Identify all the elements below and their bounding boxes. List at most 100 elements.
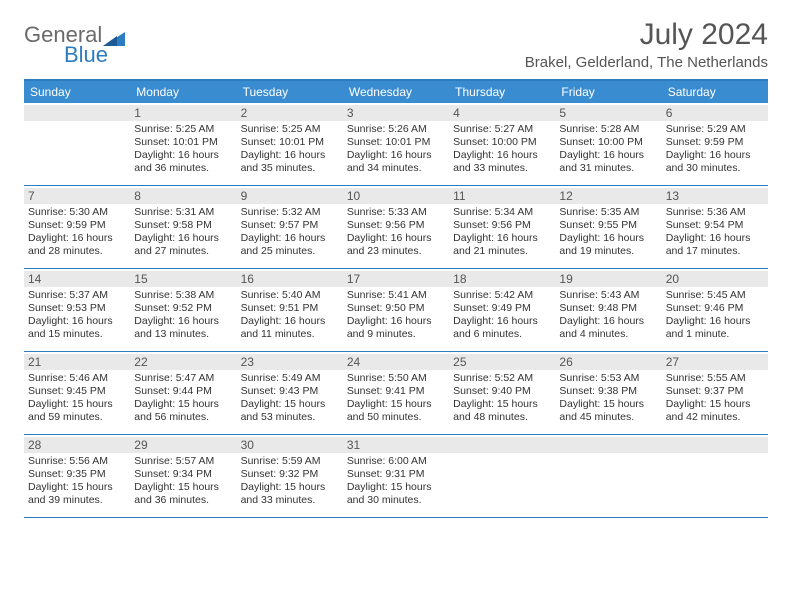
- daylight-line: Daylight: 16 hours and 1 minute.: [666, 315, 764, 341]
- sunset-line: Sunset: 9:34 PM: [134, 468, 232, 481]
- daylight-line: Daylight: 16 hours and 15 minutes.: [28, 315, 126, 341]
- day-cell: 9Sunrise: 5:32 AMSunset: 9:57 PMDaylight…: [237, 186, 343, 268]
- day-number: 26: [555, 354, 661, 370]
- day-cell: 7Sunrise: 5:30 AMSunset: 9:59 PMDaylight…: [24, 186, 130, 268]
- daylight-line: Daylight: 16 hours and 19 minutes.: [559, 232, 657, 258]
- sunrise-line: Sunrise: 5:30 AM: [28, 206, 126, 219]
- day-cell: 23Sunrise: 5:49 AMSunset: 9:43 PMDayligh…: [237, 352, 343, 434]
- day-number: [449, 437, 555, 453]
- day-cell: 3Sunrise: 5:26 AMSunset: 10:01 PMDayligh…: [343, 103, 449, 185]
- day-number: 9: [237, 188, 343, 204]
- day-cell: 17Sunrise: 5:41 AMSunset: 9:50 PMDayligh…: [343, 269, 449, 351]
- sunrise-line: Sunrise: 5:26 AM: [347, 123, 445, 136]
- day-header: Friday: [555, 81, 661, 103]
- day-header: Monday: [130, 81, 236, 103]
- daylight-line: Daylight: 16 hours and 17 minutes.: [666, 232, 764, 258]
- day-number: 1: [130, 105, 236, 121]
- sunset-line: Sunset: 10:01 PM: [134, 136, 232, 149]
- day-number: 31: [343, 437, 449, 453]
- day-cell: 30Sunrise: 5:59 AMSunset: 9:32 PMDayligh…: [237, 435, 343, 517]
- daylight-line: Daylight: 16 hours and 21 minutes.: [453, 232, 551, 258]
- sunset-line: Sunset: 9:40 PM: [453, 385, 551, 398]
- sunset-line: Sunset: 9:52 PM: [134, 302, 232, 315]
- day-number: 20: [662, 271, 768, 287]
- daylight-line: Daylight: 16 hours and 13 minutes.: [134, 315, 232, 341]
- day-cell: 11Sunrise: 5:34 AMSunset: 9:56 PMDayligh…: [449, 186, 555, 268]
- sunset-line: Sunset: 10:00 PM: [559, 136, 657, 149]
- day-cell: [449, 435, 555, 517]
- sunset-line: Sunset: 9:41 PM: [347, 385, 445, 398]
- sunrise-line: Sunrise: 6:00 AM: [347, 455, 445, 468]
- day-cell: 8Sunrise: 5:31 AMSunset: 9:58 PMDaylight…: [130, 186, 236, 268]
- day-number: 21: [24, 354, 130, 370]
- sunset-line: Sunset: 9:59 PM: [666, 136, 764, 149]
- day-header-row: Sunday Monday Tuesday Wednesday Thursday…: [24, 81, 768, 103]
- sunrise-line: Sunrise: 5:25 AM: [134, 123, 232, 136]
- calendar: Sunday Monday Tuesday Wednesday Thursday…: [24, 79, 768, 518]
- day-number: 14: [24, 271, 130, 287]
- sunrise-line: Sunrise: 5:43 AM: [559, 289, 657, 302]
- daylight-line: Daylight: 16 hours and 33 minutes.: [453, 149, 551, 175]
- daylight-line: Daylight: 15 hours and 36 minutes.: [134, 481, 232, 507]
- weeks-container: 1Sunrise: 5:25 AMSunset: 10:01 PMDayligh…: [24, 103, 768, 518]
- sunset-line: Sunset: 9:48 PM: [559, 302, 657, 315]
- day-number: 18: [449, 271, 555, 287]
- sunset-line: Sunset: 10:00 PM: [453, 136, 551, 149]
- daylight-line: Daylight: 16 hours and 31 minutes.: [559, 149, 657, 175]
- sunset-line: Sunset: 9:32 PM: [241, 468, 339, 481]
- daylight-line: Daylight: 16 hours and 23 minutes.: [347, 232, 445, 258]
- sunset-line: Sunset: 9:56 PM: [453, 219, 551, 232]
- daylight-line: Daylight: 16 hours and 36 minutes.: [134, 149, 232, 175]
- daylight-line: Daylight: 16 hours and 34 minutes.: [347, 149, 445, 175]
- day-cell: 25Sunrise: 5:52 AMSunset: 9:40 PMDayligh…: [449, 352, 555, 434]
- sunrise-line: Sunrise: 5:33 AM: [347, 206, 445, 219]
- sunset-line: Sunset: 9:54 PM: [666, 219, 764, 232]
- day-cell: 1 Sunrise: 5:25 AMSunset: 10:01 PMDayligh…: [130, 103, 236, 185]
- day-cell: 26Sunrise: 5:53 AMSunset: 9:38 PMDayligh…: [555, 352, 661, 434]
- day-cell: 13Sunrise: 5:36 AMSunset: 9:54 PMDayligh…: [662, 186, 768, 268]
- day-number: 3: [343, 105, 449, 121]
- sunrise-line: Sunrise: 5:56 AM: [28, 455, 126, 468]
- day-number: [662, 437, 768, 453]
- sunrise-line: Sunrise: 5:50 AM: [347, 372, 445, 385]
- sunset-line: Sunset: 9:37 PM: [666, 385, 764, 398]
- day-cell: 29Sunrise: 5:57 AMSunset: 9:34 PMDayligh…: [130, 435, 236, 517]
- sunrise-line: Sunrise: 5:47 AM: [134, 372, 232, 385]
- day-header: Wednesday: [343, 81, 449, 103]
- sunrise-line: Sunrise: 5:36 AM: [666, 206, 764, 219]
- day-cell: [555, 435, 661, 517]
- daylight-line: Daylight: 15 hours and 39 minutes.: [28, 481, 126, 507]
- logo-word2: Blue: [64, 44, 108, 66]
- month-title: July 2024: [525, 18, 768, 52]
- sunrise-line: Sunrise: 5:32 AM: [241, 206, 339, 219]
- day-cell: 12Sunrise: 5:35 AMSunset: 9:55 PMDayligh…: [555, 186, 661, 268]
- location: Brakel, Gelderland, The Netherlands: [525, 54, 768, 71]
- day-number: 12: [555, 188, 661, 204]
- day-cell: 15Sunrise: 5:38 AMSunset: 9:52 PMDayligh…: [130, 269, 236, 351]
- day-header: Thursday: [449, 81, 555, 103]
- day-number: 16: [237, 271, 343, 287]
- day-number: 8: [130, 188, 236, 204]
- day-number: 7: [24, 188, 130, 204]
- day-number: 6: [662, 105, 768, 121]
- sunrise-line: Sunrise: 5:29 AM: [666, 123, 764, 136]
- daylight-line: Daylight: 15 hours and 30 minutes.: [347, 481, 445, 507]
- sunset-line: Sunset: 9:35 PM: [28, 468, 126, 481]
- daylight-line: Daylight: 16 hours and 6 minutes.: [453, 315, 551, 341]
- daylight-line: Daylight: 16 hours and 30 minutes.: [666, 149, 764, 175]
- sunrise-line: Sunrise: 5:31 AM: [134, 206, 232, 219]
- day-number: 5: [555, 105, 661, 121]
- day-cell: [24, 103, 130, 185]
- week-row: 14Sunrise: 5:37 AMSunset: 9:53 PMDayligh…: [24, 269, 768, 352]
- daylight-line: Daylight: 16 hours and 28 minutes.: [28, 232, 126, 258]
- day-number: 29: [130, 437, 236, 453]
- day-number: 28: [24, 437, 130, 453]
- sunrise-line: Sunrise: 5:45 AM: [666, 289, 764, 302]
- sunset-line: Sunset: 9:49 PM: [453, 302, 551, 315]
- week-row: 21Sunrise: 5:46 AMSunset: 9:45 PMDayligh…: [24, 352, 768, 435]
- day-number: 19: [555, 271, 661, 287]
- sunset-line: Sunset: 9:56 PM: [347, 219, 445, 232]
- daylight-line: Daylight: 16 hours and 27 minutes.: [134, 232, 232, 258]
- daylight-line: Daylight: 16 hours and 25 minutes.: [241, 232, 339, 258]
- sunset-line: Sunset: 10:01 PM: [241, 136, 339, 149]
